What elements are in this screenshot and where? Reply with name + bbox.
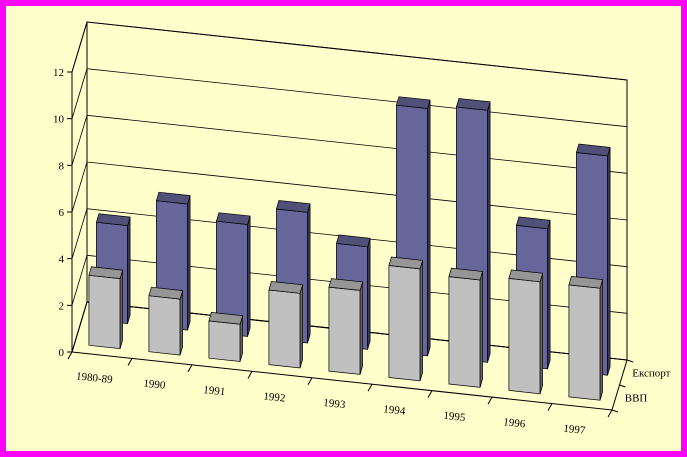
bar-front-face	[208, 320, 241, 362]
bar-top-face	[455, 98, 491, 111]
x-category-label: 1980-89	[75, 370, 113, 386]
bar-side-face	[299, 284, 303, 369]
bar-side-face	[427, 99, 431, 356]
gridline	[71, 114, 628, 174]
bar-top-face	[268, 281, 304, 294]
chart-grid	[71, 21, 628, 411]
bar-front-face	[568, 284, 601, 401]
gridline	[71, 161, 628, 221]
y-tick-label: 4	[59, 254, 65, 266]
bar	[88, 266, 124, 349]
bar-top-face	[148, 286, 184, 300]
y-tick-label: 12	[53, 67, 64, 79]
y-tick-label: 8	[59, 160, 65, 172]
x-tick-mark	[247, 371, 253, 379]
bar-top-face	[275, 200, 311, 213]
bar-side-face	[119, 270, 123, 349]
x-tick-mark	[547, 403, 553, 411]
bar-top-face	[335, 234, 371, 248]
bar	[568, 276, 604, 401]
bar	[508, 269, 544, 395]
x-tick-mark	[187, 364, 193, 373]
gridline	[71, 301, 628, 361]
y-tick-label: 10	[53, 114, 65, 126]
bar-side-face	[419, 260, 423, 381]
x-tick-mark	[487, 396, 493, 405]
x-category-label: 1993	[323, 397, 347, 411]
depth-tick-mark	[611, 409, 619, 413]
series-label: Експорт	[632, 368, 670, 380]
bar-side-face	[539, 273, 543, 394]
bar-top-face	[88, 266, 124, 279]
bar-side-face	[247, 215, 251, 337]
bar-front-face	[148, 295, 181, 356]
bar-front-face	[328, 286, 361, 375]
x-tick-mark	[307, 377, 313, 386]
bar-top-face	[508, 269, 544, 283]
bar-front-face	[388, 265, 421, 382]
bar-side-face	[487, 101, 491, 363]
bar-top-face	[568, 276, 604, 289]
bar-side-face	[547, 220, 551, 369]
bar-top-face	[208, 312, 244, 325]
x-tick-mark	[127, 358, 133, 366]
x-category-label: 1991	[203, 384, 226, 398]
y-tick-label: 2	[59, 300, 65, 312]
bar-top-face	[575, 143, 611, 157]
x-category-label: 1995	[443, 410, 467, 424]
x-category-label: 1994	[383, 403, 407, 417]
bar-front-face	[88, 274, 121, 349]
bar-side-face	[599, 279, 603, 401]
y-axis-ticks: 0 2 4 6 8 10 12	[53, 67, 72, 359]
bar-side-face	[367, 238, 371, 350]
bar	[328, 278, 364, 375]
x-tick-mark	[67, 351, 73, 360]
x-tick-mark	[607, 409, 613, 418]
x-category-label: 1992	[263, 390, 286, 404]
bar	[208, 312, 244, 362]
gridline	[71, 21, 628, 81]
depth-tick-mark	[619, 384, 626, 388]
bar-top-face	[328, 278, 364, 291]
series-label: ВВП	[625, 393, 648, 405]
bar-side-face	[359, 281, 363, 375]
bar-front-face	[448, 276, 481, 388]
x-category-label: 1990	[143, 378, 167, 392]
bar-front-face	[268, 289, 301, 369]
bar-front-face	[508, 278, 541, 395]
bar-top-face	[448, 267, 484, 281]
bar-top-face	[215, 212, 251, 225]
x-tick-mark	[427, 390, 433, 398]
bar	[148, 286, 184, 356]
x-category-label: 1997	[563, 423, 587, 437]
gridline	[71, 254, 628, 314]
y-tick-label: 0	[59, 347, 65, 359]
bar-side-face	[607, 147, 611, 376]
bar-side-face	[187, 195, 191, 331]
bar-top-face	[395, 96, 431, 109]
bar-top-face	[95, 213, 131, 226]
depth-axis-series-labels: ВВП Експорт	[611, 359, 671, 413]
bar-top-face	[155, 191, 191, 205]
bar-side-face	[479, 271, 483, 388]
depth-tick-mark	[626, 359, 634, 363]
gridline	[71, 208, 628, 268]
bar-top-face	[515, 216, 551, 230]
bars	[88, 96, 611, 401]
x-axis-categories: 1980-89 1990 1991 1992 1993 1994 1995 1996 1997	[67, 351, 613, 437]
bar-side-face	[179, 290, 183, 356]
bar-side-face	[307, 203, 311, 344]
bar-side-face	[127, 217, 131, 324]
bar	[388, 256, 424, 382]
bar	[268, 281, 304, 369]
y-tick-label: 6	[59, 207, 65, 219]
gridline	[71, 68, 628, 128]
x-tick-mark	[367, 383, 373, 392]
bar	[448, 267, 484, 388]
bar-top-face	[388, 256, 424, 270]
x-category-label: 1996	[503, 416, 527, 430]
